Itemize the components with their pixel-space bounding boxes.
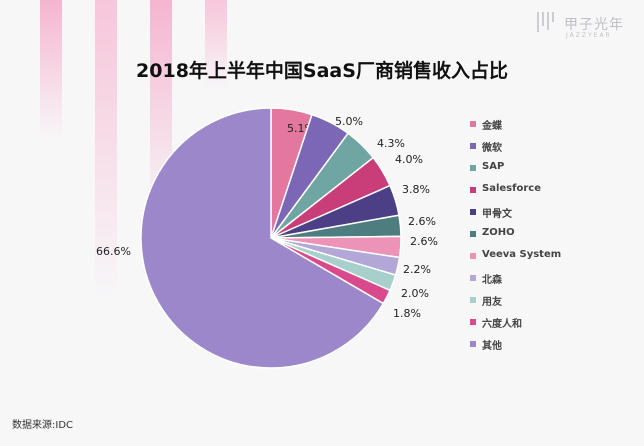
legend-item: 金蝶	[470, 117, 620, 133]
legend-swatch	[470, 275, 476, 281]
legend-swatch	[470, 187, 476, 193]
slice-data-label: 2.6%	[410, 235, 438, 248]
legend-label: Salesforce	[482, 183, 541, 194]
legend-item: Salesforce	[470, 183, 620, 199]
legend-label: 其他	[482, 341, 502, 352]
legend-label: SAP	[482, 161, 505, 172]
legend-label: 六度人和	[482, 319, 522, 330]
legend-label: ZOHO	[482, 227, 515, 238]
legend-swatch	[470, 253, 476, 259]
bg-stripe	[95, 0, 117, 300]
legend-item: ZOHO	[470, 227, 620, 243]
data-source: 数据来源:IDC	[12, 420, 74, 431]
slice-data-label: 1.8%	[393, 307, 421, 320]
slice-data-label: 2.6%	[408, 215, 436, 228]
slice-data-label: 4.3%	[377, 137, 405, 150]
legend-swatch	[470, 297, 476, 303]
bg-stripe	[205, 0, 227, 90]
legend-swatch	[470, 319, 476, 325]
legend-label: 北森	[482, 275, 502, 286]
brand-subtitle: JAZZYEAR	[566, 32, 612, 39]
slice-data-label: 2.0%	[401, 287, 429, 300]
legend-item: Veeva System	[470, 249, 620, 265]
legend-item: 微软	[470, 139, 620, 155]
legend-item: 用友	[470, 293, 620, 309]
slice-data-label: 3.8%	[402, 183, 430, 196]
slice-data-label: 4.0%	[395, 153, 423, 166]
brand-watermark: 甲子光年 JAZZYEAR	[528, 8, 638, 42]
legend-item: SAP	[470, 161, 620, 177]
legend-label: 用友	[482, 297, 502, 308]
slice-data-label: 2.2%	[403, 263, 431, 276]
legend-label: Veeva System	[482, 249, 562, 260]
pie-slice	[140, 107, 385, 369]
legend-swatch	[470, 143, 476, 149]
legend-item: 六度人和	[470, 315, 620, 331]
legend-swatch	[470, 341, 476, 347]
brand-logo-icon	[537, 12, 554, 32]
legend-label: 金蝶	[482, 121, 502, 132]
legend-swatch	[470, 209, 476, 215]
legend-swatch	[470, 121, 476, 127]
slice-data-label: 5.0%	[335, 115, 363, 128]
slice-data-label: 66.6%	[96, 245, 131, 258]
legend-label: 微软	[482, 143, 502, 154]
legend-item: 其他	[470, 337, 620, 353]
legend-item: 甲骨文	[470, 205, 620, 221]
legend-label: 甲骨文	[482, 209, 512, 220]
chart-title: 2018年上半年中国SaaS厂商销售收入占比	[136, 60, 508, 82]
bg-stripe	[40, 0, 62, 140]
legend-swatch	[470, 165, 476, 171]
brand-name: 甲子光年	[564, 17, 624, 33]
legend-item: 北森	[470, 271, 620, 287]
legend-swatch	[470, 231, 476, 237]
